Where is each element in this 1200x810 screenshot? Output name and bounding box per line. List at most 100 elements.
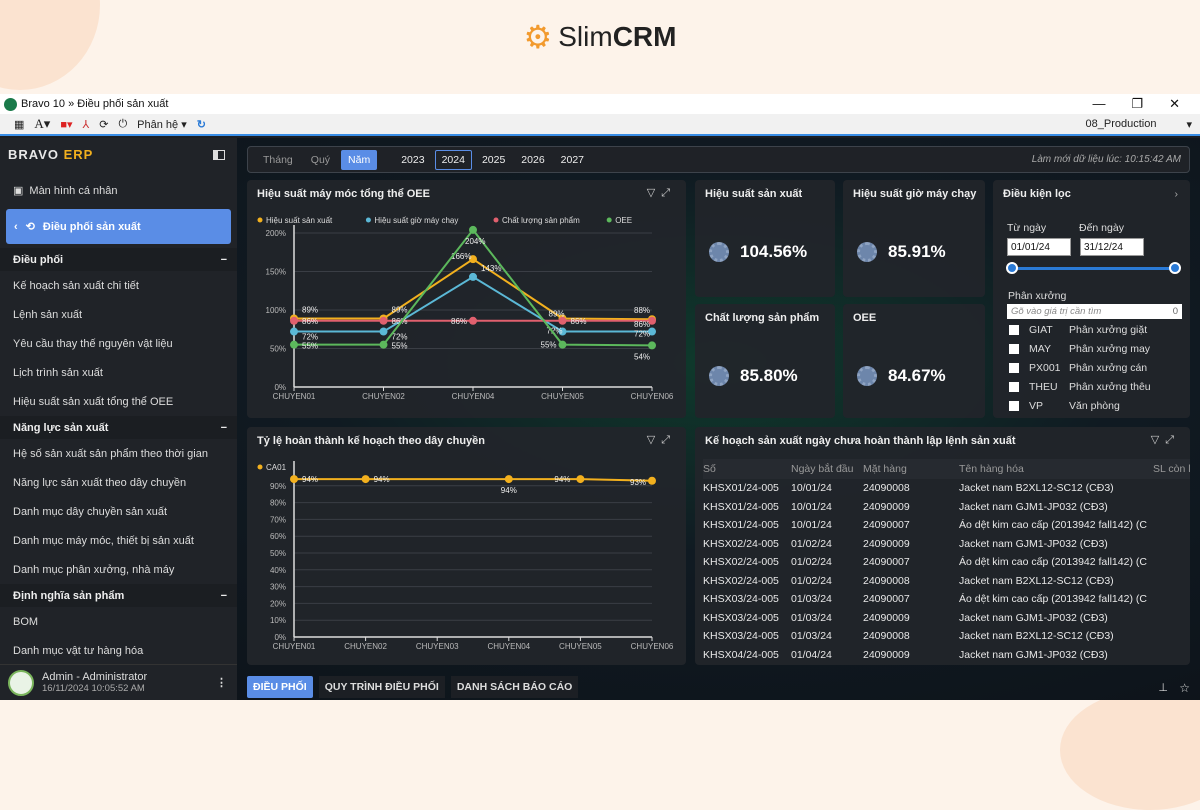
table-row[interactable]: KHSX04/24-005 01/04/24 24090009 Jacket nam …	[703, 646, 1190, 665]
year-tab[interactable]: 2024	[434, 149, 472, 170]
expand-icon[interactable]: ⤢	[661, 434, 676, 446]
sidebar-item[interactable]: Danh mục máy móc, thiết bị sản xuất	[0, 526, 237, 555]
column-header[interactable]: Số	[703, 459, 791, 479]
column-header[interactable]: Mặt hàng	[863, 459, 959, 479]
module-menu[interactable]: Phân hệ ▾	[137, 118, 187, 131]
chevron-down-icon[interactable]: ▾	[1186, 118, 1192, 131]
sidebar-item[interactable]: BOM	[0, 607, 237, 636]
table-row[interactable]: KHSX03/24-005 01/03/24 24090007 Áo dệt kim …	[703, 590, 1190, 609]
workshop-option[interactable]: MAY Phân xưởng may	[1009, 343, 1150, 355]
checkbox[interactable]	[1009, 344, 1019, 354]
bottom-tab[interactable]: DANH SÁCH BÁO CÁO	[450, 676, 579, 698]
panel-actions: ▽⤢	[647, 433, 676, 447]
table-row[interactable]: KHSX01/24-005 10/01/24 24090009 Jacket nam …	[703, 498, 1190, 517]
date-range-slider[interactable]	[1011, 267, 1175, 270]
sidebar-item[interactable]: Hiệu suất sản xuất tổng thể OEE	[0, 387, 237, 416]
sidebar-item[interactable]: Năng lực sản xuất theo dây chuyền	[0, 468, 237, 497]
table-row[interactable]: KHSX03/24-005 01/03/24 24090008 Jacket nam …	[703, 627, 1190, 646]
period-tab[interactable]: Năm	[341, 149, 378, 170]
data-label: 72%	[302, 333, 318, 342]
user-profile[interactable]: Admin - Administrator 16/11/2024 10:05:52…	[0, 664, 237, 700]
checkbox[interactable]	[1009, 325, 1019, 335]
column-header[interactable]: Tên hàng hóa	[959, 459, 1153, 479]
table-row[interactable]: KHSX03/24-005 01/03/24 24090009 Jacket nam …	[703, 609, 1190, 628]
close-button[interactable]: ✕	[1169, 96, 1180, 111]
sidebar-item[interactable]: Lịch trình sản xuất	[0, 358, 237, 387]
year-tab[interactable]: 2025	[481, 153, 506, 166]
x-tick-label: CHUYEN01	[273, 392, 316, 401]
slider-handle-start[interactable]	[1006, 262, 1018, 274]
star-icon[interactable]: ☆	[1179, 681, 1190, 695]
data-point	[379, 327, 388, 336]
maximize-button[interactable]: ❐	[1131, 96, 1144, 111]
checkbox[interactable]	[1009, 401, 1019, 411]
column-header[interactable]: Ngày bắt đầu	[791, 459, 863, 479]
workshop-name: Phân xưởng may	[1069, 343, 1151, 355]
workshop-code: VP	[1029, 400, 1044, 412]
from-date-input[interactable]	[1007, 238, 1071, 256]
table-cell: 24090009	[863, 537, 910, 550]
panel-actions: ▽⤢	[1151, 433, 1180, 447]
refresh-icon[interactable]: ⟳	[99, 118, 109, 131]
bottom-tab[interactable]: QUY TRÌNH ĐIỀU PHỐI	[318, 676, 445, 698]
workshop-option[interactable]: GIAT Phân xưởng giặt	[1009, 324, 1147, 336]
font-icon[interactable]: A▾	[34, 116, 51, 131]
flag-icon[interactable]: ■▾	[60, 118, 73, 131]
checkbox[interactable]	[1009, 363, 1019, 373]
oee-chart-panel: Hiệu suất máy móc tổng thể OEE ▽⤢ 0% 50% 1…	[247, 180, 686, 418]
table-row[interactable]: KHSX02/24-005 01/02/24 24090008 Jacket nam …	[703, 572, 1190, 591]
filter-icon[interactable]: ▽	[1150, 434, 1166, 446]
year-tab[interactable]: 2027	[560, 153, 585, 166]
period-tab[interactable]: Tháng	[263, 153, 293, 166]
column-header[interactable]: SL còn l	[1153, 459, 1190, 479]
workshop-option[interactable]: PX001 Phân xưởng cán	[1009, 362, 1147, 374]
workshop-option[interactable]: VP Văn phòng	[1009, 400, 1120, 412]
slider-handle-end[interactable]	[1169, 262, 1181, 274]
year-tab[interactable]: 2023	[401, 153, 425, 166]
chevron-right-icon[interactable]: ›	[1174, 188, 1179, 200]
more-icon[interactable]: ⋮	[216, 677, 227, 689]
sidebar-section-header[interactable]: Định nghĩa sản phẩm −	[0, 584, 237, 607]
workshop-search-input[interactable]: Gõ vào giá trị cần tìm	[1011, 306, 1102, 317]
pdf-icon[interactable]: ⅄	[82, 118, 90, 131]
expand-icon[interactable]: ⤢	[661, 187, 676, 199]
power-icon[interactable]: ⏻	[118, 117, 128, 130]
period-tab[interactable]: Quý	[310, 153, 331, 166]
sidebar-item[interactable]: Danh mục dây chuyền sản xuất	[0, 497, 237, 526]
collapse-icon[interactable]: −	[220, 253, 227, 266]
sidebar-item[interactable]: Lệnh sản xuất	[0, 300, 237, 329]
table-row[interactable]: KHSX02/24-005 01/02/24 24090007 Áo dệt kim …	[703, 553, 1190, 572]
sidebar-item[interactable]: Danh mục phân xưởng, nhà máy	[0, 555, 237, 584]
y-tick-label: 0%	[274, 383, 286, 392]
table-row[interactable]: KHSX01/24-005 10/01/24 24090007 Áo dệt kim …	[703, 516, 1190, 535]
workshop-option[interactable]: THEU Phân xưởng thêu	[1009, 381, 1151, 393]
table-row[interactable]: KHSX02/24-005 01/02/24 24090009 Jacket nam …	[703, 535, 1190, 554]
sidebar-section-header[interactable]: Năng lực sản xuất −	[0, 416, 237, 439]
year-tab[interactable]: 2026	[521, 153, 545, 166]
expand-icon[interactable]: ⤢	[1165, 434, 1180, 446]
reload-icon[interactable]: ↻	[196, 118, 206, 131]
minimize-button[interactable]: —	[1092, 96, 1106, 111]
sidebar-item[interactable]: Kế hoạch sản xuất chi tiết	[0, 271, 237, 300]
pin-icon[interactable]: ⊥	[1158, 682, 1168, 694]
database-select[interactable]: 08_Production	[1085, 117, 1157, 130]
sidebar-item-personal[interactable]: ▣ Màn hình cá nhân	[13, 184, 118, 198]
filter-icon[interactable]: ▽	[646, 187, 662, 199]
sidebar-item[interactable]: Danh mục vật tư hàng hóa	[0, 636, 237, 662]
sidebar-item-active[interactable]: ‹ ⟲ Điều phối sản xuất	[6, 209, 231, 244]
workshop-name: Phân xưởng cán	[1069, 362, 1148, 374]
collapse-icon[interactable]: −	[220, 421, 227, 434]
gauge-icon	[709, 366, 729, 386]
sidebar-section-header[interactable]: Điều phối −	[0, 248, 237, 271]
bottom-tab[interactable]: ĐIỀU PHỐI	[247, 676, 313, 698]
sidebar-item[interactable]: Hệ số sản xuất sản phẩm theo thời gian	[0, 439, 237, 468]
data-point	[558, 340, 567, 349]
table-row[interactable]: KHSX01/24-005 10/01/24 24090008 Jacket nam …	[703, 479, 1190, 498]
checkbox[interactable]	[1009, 382, 1019, 392]
to-date-input[interactable]	[1080, 238, 1144, 256]
filter-icon[interactable]: ▽	[646, 434, 662, 446]
sidebar-item[interactable]: Yêu cầu thay thế nguyên vật liệu	[0, 329, 237, 358]
collapse-icon[interactable]: −	[220, 589, 227, 602]
grid-icon[interactable]: ▦	[14, 118, 25, 131]
sidebar-toggle-icon[interactable]	[213, 150, 225, 160]
